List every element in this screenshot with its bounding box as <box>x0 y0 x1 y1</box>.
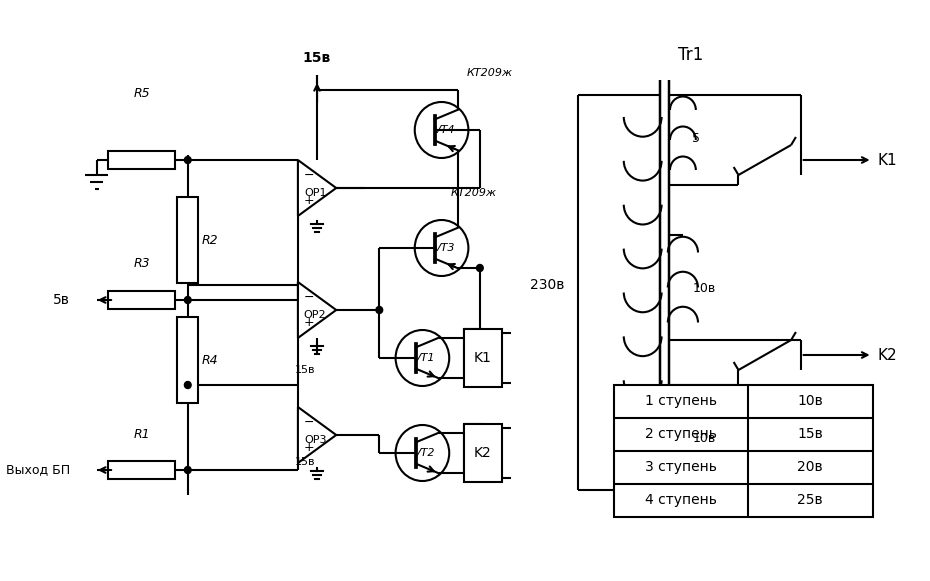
Text: +: + <box>304 441 314 454</box>
Text: R4: R4 <box>202 353 219 367</box>
Text: K1: K1 <box>877 152 897 167</box>
Bar <box>108 151 176 169</box>
Text: OP1: OP1 <box>304 188 326 198</box>
Text: K2: K2 <box>474 446 492 460</box>
Bar <box>178 317 198 403</box>
Text: 3 ступень: 3 ступень <box>645 460 717 474</box>
Circle shape <box>184 296 192 303</box>
Text: OP2: OP2 <box>304 310 326 320</box>
Bar <box>463 329 502 387</box>
Text: 10в: 10в <box>797 394 823 408</box>
Text: КТ209ж: КТ209ж <box>451 188 498 198</box>
Circle shape <box>476 264 484 271</box>
Text: 5в: 5в <box>53 293 70 307</box>
Text: +: + <box>304 194 314 207</box>
Text: +: + <box>304 316 314 329</box>
Bar <box>108 291 176 309</box>
Text: VT3: VT3 <box>432 243 454 253</box>
Text: VT2: VT2 <box>414 448 435 458</box>
Bar <box>108 461 176 479</box>
Text: КТ209ж: КТ209ж <box>467 68 512 78</box>
Text: R3: R3 <box>134 256 150 270</box>
Text: −: − <box>304 291 314 304</box>
Text: 230в: 230в <box>530 278 565 292</box>
Text: K2: K2 <box>877 347 897 363</box>
Text: OP3: OP3 <box>304 435 326 445</box>
Text: 15в: 15в <box>296 365 316 375</box>
Text: 10в: 10в <box>693 432 716 444</box>
Text: Tr1: Tr1 <box>678 46 703 64</box>
Text: R5: R5 <box>134 87 150 99</box>
Text: −: − <box>304 416 314 429</box>
Text: 15в: 15в <box>303 51 331 65</box>
Text: 15в: 15в <box>797 427 823 441</box>
Text: Выход БП: Выход БП <box>6 464 70 476</box>
Text: 4 ступень: 4 ступень <box>645 493 717 507</box>
Text: −: − <box>304 169 314 182</box>
Text: 1 ступень: 1 ступень <box>645 394 717 408</box>
Bar <box>178 197 198 283</box>
Text: 25в: 25в <box>797 493 823 507</box>
Circle shape <box>184 467 192 474</box>
Text: VT1: VT1 <box>414 353 435 363</box>
Circle shape <box>376 307 382 314</box>
Text: VT4: VT4 <box>432 125 454 135</box>
Text: R1: R1 <box>134 429 150 442</box>
Text: R2: R2 <box>202 234 219 246</box>
Bar <box>614 385 872 517</box>
Text: 15в: 15в <box>296 457 316 467</box>
Text: 20в: 20в <box>797 460 823 474</box>
Text: K1: K1 <box>473 351 492 365</box>
Text: 10в: 10в <box>693 282 716 295</box>
Circle shape <box>184 382 192 389</box>
Text: 5: 5 <box>693 131 700 145</box>
Circle shape <box>184 156 192 163</box>
Bar <box>463 424 502 482</box>
Text: 2 ступень: 2 ступень <box>645 427 717 441</box>
